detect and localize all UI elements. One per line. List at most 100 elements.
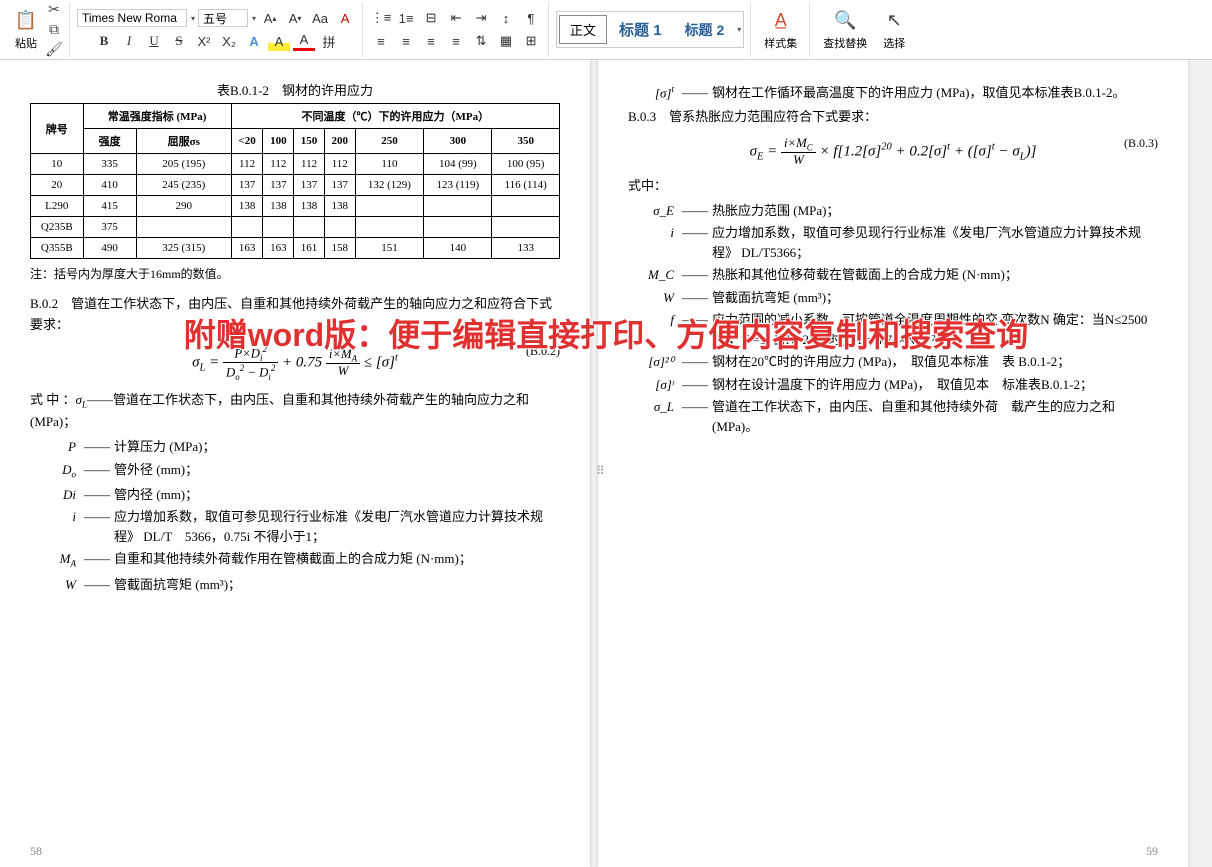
shrink-font-icon[interactable]: A▾ bbox=[284, 8, 306, 28]
definition-list: σ_E——热胀应力范围 (MPa)；i——应力增加系数，取值可参见现行行业标准《… bbox=[628, 201, 1158, 437]
font-size-select[interactable] bbox=[198, 9, 248, 27]
definition-item: σ_E——热胀应力范围 (MPa)； bbox=[628, 201, 1158, 221]
chevron-down-icon[interactable]: ▾ bbox=[252, 14, 256, 23]
underline-button[interactable]: U bbox=[143, 31, 165, 51]
select-label: 选择 bbox=[883, 35, 905, 51]
b02-heading: B.0.2 管道在工作状态下，由内压、自重和其他持续外荷载产生的轴向应力之和应符… bbox=[30, 294, 560, 336]
superscript-button[interactable]: X² bbox=[193, 31, 215, 51]
th-temp: 300 bbox=[424, 129, 492, 154]
text-effects-icon[interactable]: A bbox=[243, 31, 265, 51]
definition-item: i——应力增加系数，取值可参见现行行业标准《发电厂汽水管道应力计算技术规程》 D… bbox=[628, 223, 1158, 262]
th-yield: 屈服σs bbox=[136, 129, 231, 154]
definition-item: Di——管内径 (mm)； bbox=[30, 485, 560, 505]
copy-icon[interactable]: ⧉ bbox=[45, 21, 63, 39]
table-row: 20410245 (235)137137137137132 (129)123 (… bbox=[31, 175, 560, 196]
styles-group: 正文 标题 1 标题 2 ▾ bbox=[550, 2, 751, 57]
font-group: ▾ ▾ A▴ A▾ Aa A B I U S X² X₂ A A A 拼 bbox=[71, 2, 363, 57]
justify-icon[interactable]: ≡ bbox=[445, 31, 467, 51]
formula-b03: σE = i×MCW × f[1.2[σ]20 + 0.2[σ]t + ([σ]… bbox=[628, 136, 1158, 169]
select-button[interactable]: ↖ 选择 bbox=[876, 7, 912, 53]
page-number: 59 bbox=[1146, 844, 1158, 859]
borders-icon[interactable]: ⊞ bbox=[520, 31, 542, 51]
definition-list: [σ]t——钢材在工作循环最高温度下的许用应力 (MPa)，取值见本标准表B.0… bbox=[628, 83, 1158, 103]
style-heading1[interactable]: 标题 1 bbox=[608, 14, 673, 45]
search-icon: 🔍 bbox=[833, 9, 857, 33]
th-grade: 牌号 bbox=[31, 104, 84, 154]
definition-list: P——计算压力 (MPa)； Do——管外径 (mm)； Di——管内径 (mm)；… bbox=[30, 437, 560, 594]
definition-item: W——管截面抗弯矩 (mm³)； bbox=[30, 575, 560, 595]
th-temp: 350 bbox=[492, 129, 560, 154]
styles-set-label: 样式集 bbox=[764, 35, 797, 51]
table-row: Q355B490325 (315)163163161158151140133 bbox=[31, 238, 560, 259]
paragraph-group: ⋮≡ 1≡ ⊟ ⇤ ⇥ ↕ ¶ ≡ ≡ ≡ ≡ ⇅ ▦ ⊞ bbox=[364, 2, 549, 57]
page-58[interactable]: 表B.0.1-2 钢材的许用应力 牌号 常温强度指标 (MPa) 不同温度（℃）… bbox=[0, 60, 590, 867]
cut-icon[interactable]: ✂ bbox=[45, 1, 63, 19]
definition-item: [σ]²⁰——钢材在20℃时的许用应力 (MPa)， 取值见本标准 表 B.0.… bbox=[628, 352, 1158, 372]
clipboard-icon: 📋 bbox=[14, 9, 38, 33]
clipboard-group: 📋 粘贴 ✂ ⧉ 🖌 bbox=[4, 2, 70, 57]
find-replace-button[interactable]: 🔍 查找替换 bbox=[817, 7, 873, 53]
table-title: 表B.0.1-2 钢材的许用应力 bbox=[30, 80, 560, 99]
find-label: 查找替换 bbox=[823, 35, 867, 51]
sort-icon[interactable]: ↕ bbox=[495, 8, 517, 28]
paste-button[interactable]: 📋 粘贴 bbox=[10, 7, 42, 53]
th-str: 强度 bbox=[83, 129, 136, 154]
change-case-icon[interactable]: Aa bbox=[309, 8, 331, 28]
align-center-icon[interactable]: ≡ bbox=[395, 31, 417, 51]
b03-heading: B.0.3 管系热胀应力范围应符合下式要求： bbox=[628, 107, 1158, 128]
formula-b02: σL = P×Di2Do2 − Di2 + 0.75 i×MAW ≤ [σ]t … bbox=[30, 344, 560, 383]
definition-item: P——计算压力 (MPa)； bbox=[30, 437, 560, 457]
numbering-icon[interactable]: 1≡ bbox=[395, 8, 417, 28]
styles-more-icon[interactable]: ▾ bbox=[737, 25, 741, 34]
definition-item: [σ]ᵗ——钢材在设计温度下的许用应力 (MPa)， 取值见本 标准表B.0.1… bbox=[628, 375, 1158, 395]
multilevel-icon[interactable]: ⊟ bbox=[420, 8, 442, 28]
table-row: L290415290138138138138 bbox=[31, 196, 560, 217]
def-text: 钢材在工作循环最高温度下的许用应力 (MPa)，取值见本标准表B.0.1-2。 bbox=[712, 83, 1158, 103]
definition-item: f——应力范围的减小系数，可按管道全温度周期性的交 变次数N 确定：当N≤250… bbox=[628, 310, 1158, 349]
styles-set-group: A̲ 样式集 bbox=[752, 2, 810, 57]
font-color-icon[interactable]: A bbox=[293, 31, 315, 51]
align-left-icon[interactable]: ≡ bbox=[370, 31, 392, 51]
definition-item: W——管截面抗弯矩 (mm³)； bbox=[628, 288, 1158, 308]
increase-indent-icon[interactable]: ⇥ bbox=[470, 8, 492, 28]
th-temp: 200 bbox=[324, 129, 355, 154]
font-name-select[interactable] bbox=[77, 9, 187, 27]
phonetic-icon[interactable]: 拼 bbox=[318, 31, 340, 51]
table-note: 注：括号内为厚度大于16mm的数值。 bbox=[30, 265, 560, 282]
clear-format-icon[interactable]: A bbox=[334, 8, 356, 28]
table-row: Q235B375 bbox=[31, 217, 560, 238]
strike-button[interactable]: S bbox=[168, 31, 190, 51]
style-heading2[interactable]: 标题 2 bbox=[674, 15, 736, 45]
document-area: ⠿ 表B.0.1-2 钢材的许用应力 牌号 常温强度指标 (MPa) 不同温度（… bbox=[0, 60, 1212, 867]
bold-button[interactable]: B bbox=[93, 31, 115, 51]
th-allow: 不同温度（℃）下的许用应力（MPa） bbox=[231, 104, 559, 129]
italic-button[interactable]: I bbox=[118, 31, 140, 51]
page-grip-icon[interactable]: ⠿ bbox=[596, 464, 607, 478]
chevron-down-icon[interactable]: ▾ bbox=[191, 14, 195, 23]
page-59[interactable]: [σ]t——钢材在工作循环最高温度下的许用应力 (MPa)，取值见本标准表B.0… bbox=[598, 60, 1188, 867]
th-strength: 常温强度指标 (MPa) bbox=[83, 104, 231, 129]
align-right-icon[interactable]: ≡ bbox=[420, 31, 442, 51]
line-spacing-icon[interactable]: ⇅ bbox=[470, 31, 492, 51]
styles-set-button[interactable]: A̲ 样式集 bbox=[758, 7, 803, 53]
format-painter-icon[interactable]: 🖌 bbox=[45, 41, 63, 59]
styles-set-icon: A̲ bbox=[769, 9, 793, 33]
show-marks-icon[interactable]: ¶ bbox=[520, 8, 542, 28]
decrease-indent-icon[interactable]: ⇤ bbox=[445, 8, 467, 28]
where-label: 式中： bbox=[628, 176, 1158, 197]
ribbon-toolbar: 📋 粘贴 ✂ ⧉ 🖌 ▾ ▾ A▴ A▾ Aa A B I U S X² bbox=[0, 0, 1212, 60]
shading-icon[interactable]: ▦ bbox=[495, 31, 517, 51]
definition-item: Do——管外径 (mm)； bbox=[30, 460, 560, 482]
definition-item: i——应力增加系数，取值可参见现行行业标准《发电厂汽水管道应力计算技术规程》 D… bbox=[30, 507, 560, 546]
th-temp: 100 bbox=[263, 129, 294, 154]
subscript-button[interactable]: X₂ bbox=[218, 31, 240, 51]
grow-font-icon[interactable]: A▴ bbox=[259, 8, 281, 28]
steel-stress-table: 牌号 常温强度指标 (MPa) 不同温度（℃）下的许用应力（MPa） 强度 屈服… bbox=[30, 103, 560, 259]
styles-gallery[interactable]: 正文 标题 1 标题 2 ▾ bbox=[556, 11, 744, 48]
editing-group: 🔍 查找替换 ↖ 选择 bbox=[811, 2, 918, 57]
style-normal[interactable]: 正文 bbox=[559, 15, 607, 44]
highlight-icon[interactable]: A bbox=[268, 31, 290, 51]
where-label: 式 中 ：σL——管道在工作状态下，由内压、自重和其他持续外荷载产生的轴向应力之… bbox=[30, 390, 560, 433]
paste-label: 粘贴 bbox=[15, 35, 37, 51]
bullets-icon[interactable]: ⋮≡ bbox=[370, 8, 392, 28]
